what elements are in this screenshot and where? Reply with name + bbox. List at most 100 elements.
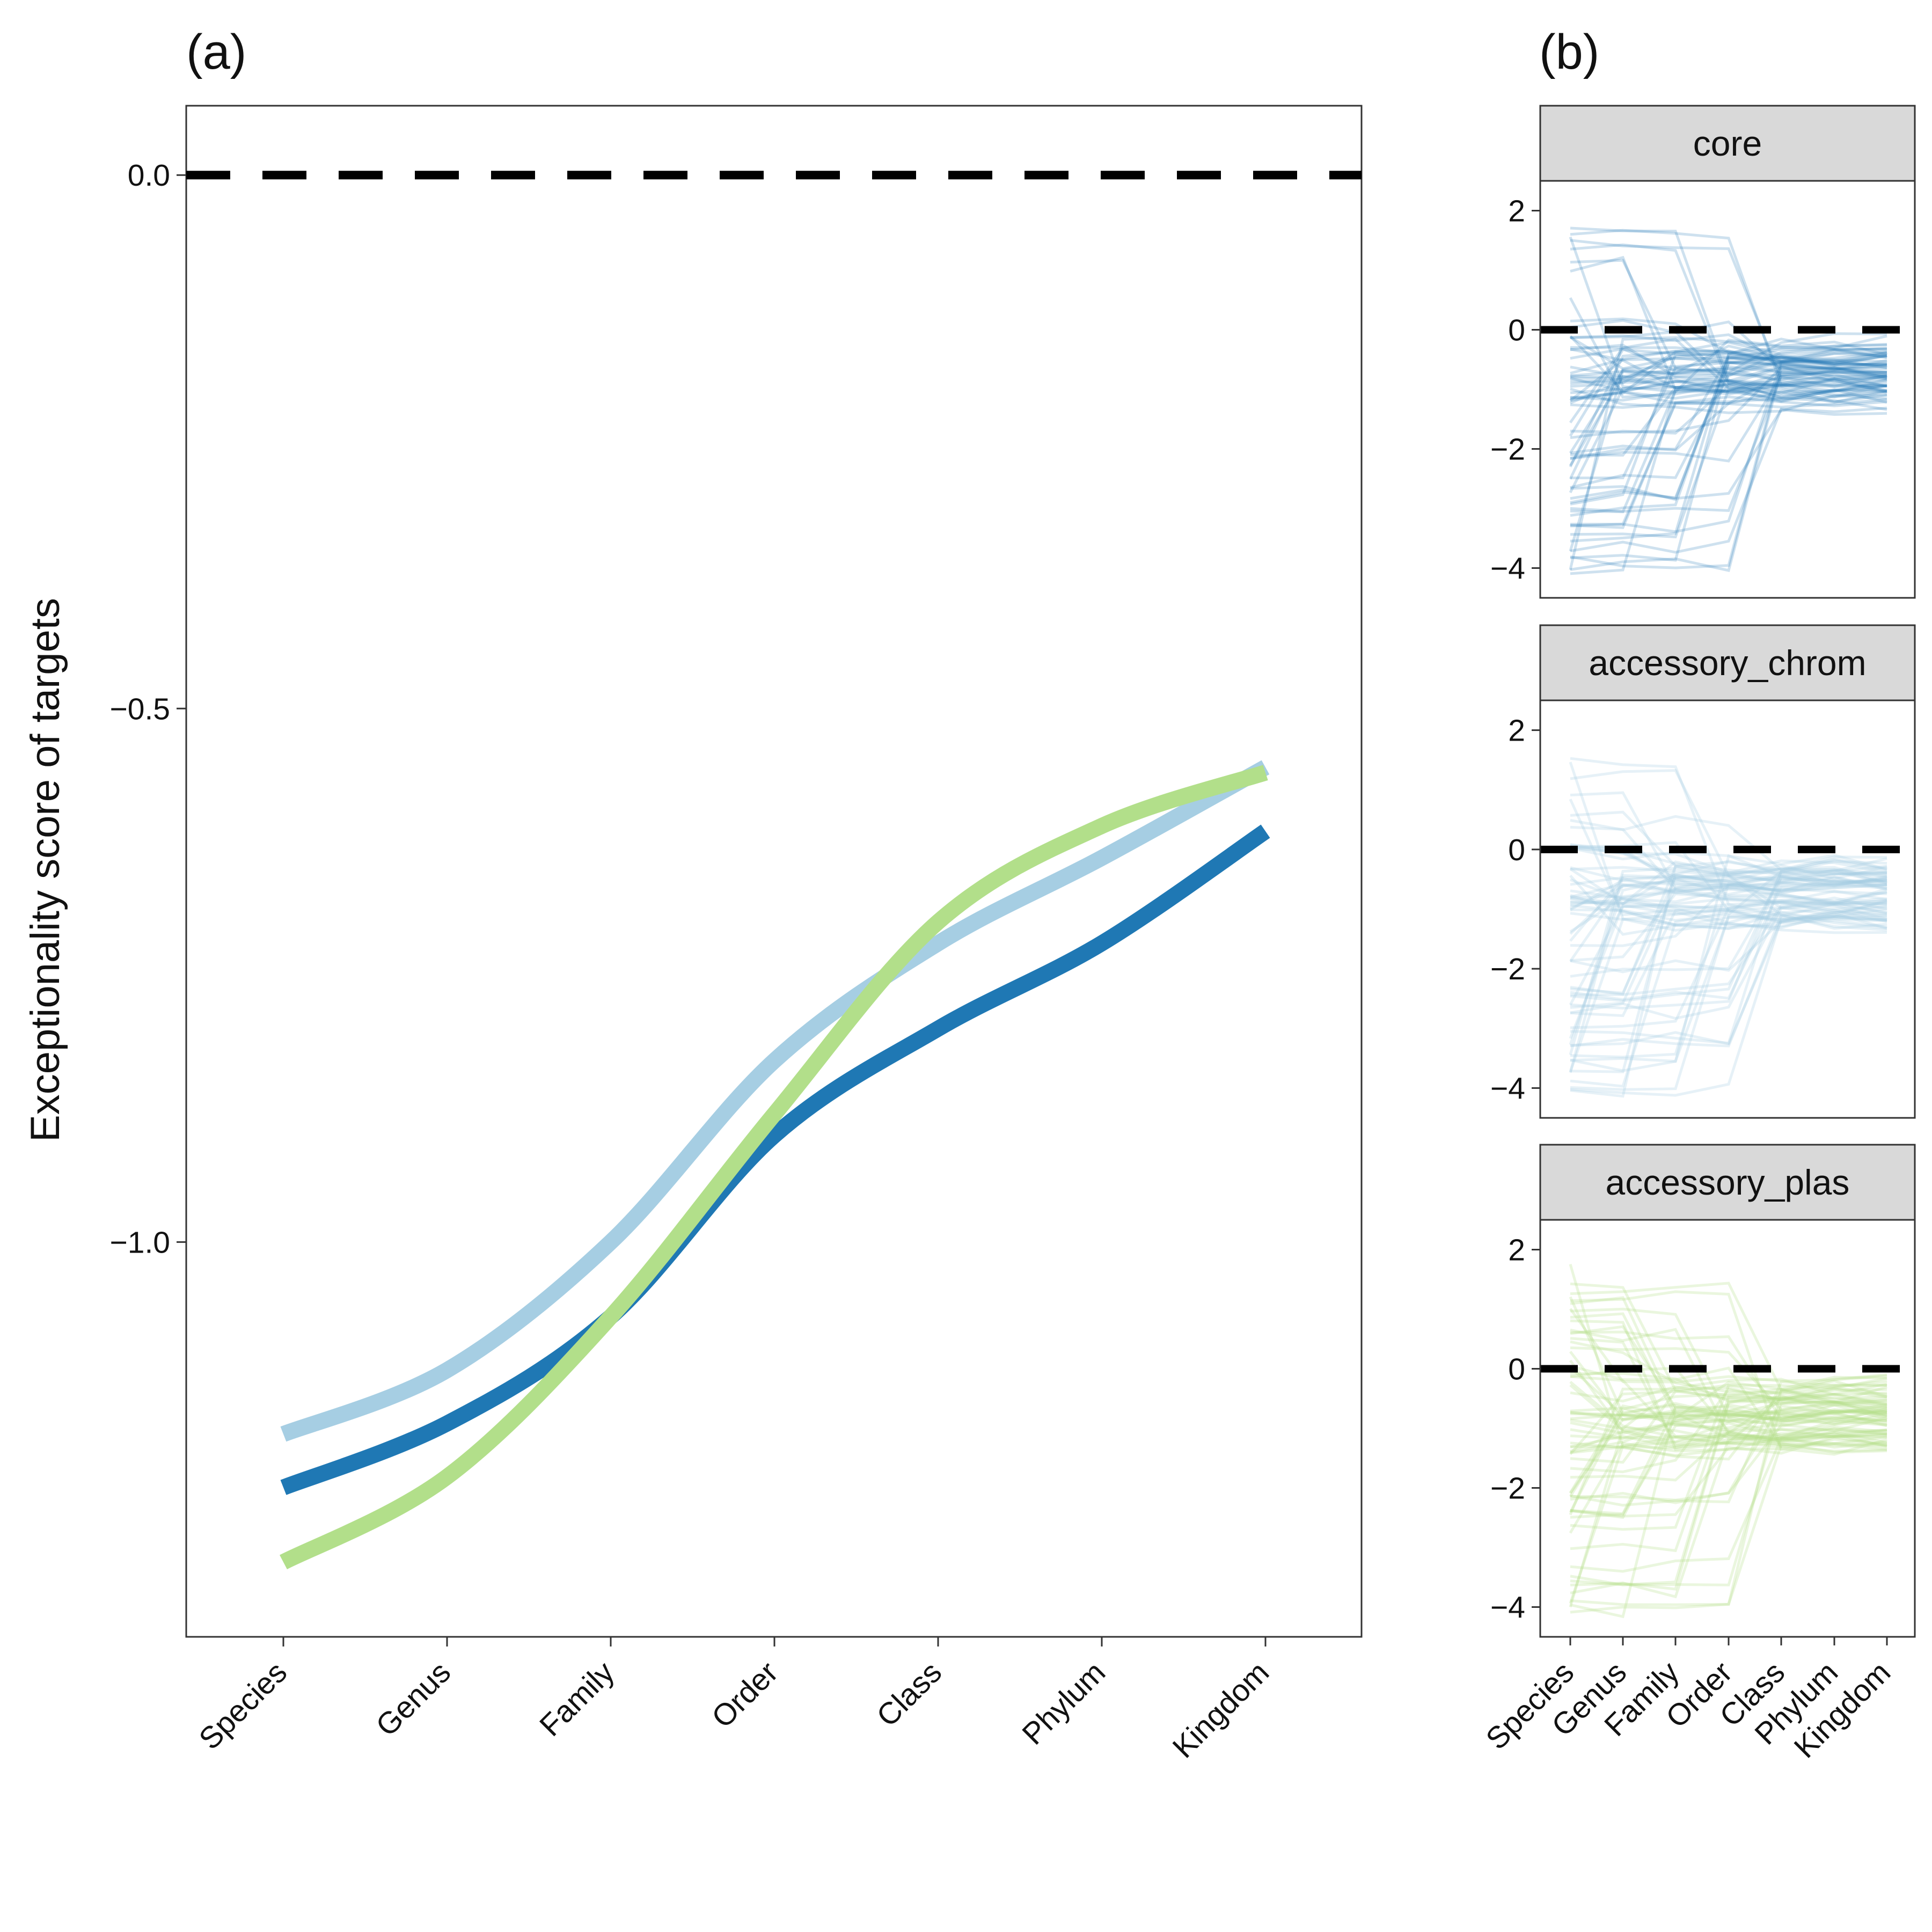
- target-trajectory: [1570, 371, 1887, 513]
- target-trajectory: [1570, 343, 1887, 380]
- target-trajectory: [1570, 384, 1887, 440]
- target-trajectory: [1569, 867, 1887, 1056]
- target-trajectory: [1570, 885, 1887, 905]
- target-trajectory: [1570, 347, 1887, 372]
- x-tick-label: Phylum: [1016, 1655, 1113, 1752]
- facet-strip: [1539, 624, 1916, 701]
- trajectory-group: [1569, 757, 1887, 1098]
- target-trajectory: [1570, 364, 1887, 569]
- target-trajectory: [1570, 1386, 1887, 1474]
- target-trajectory: [1570, 889, 1887, 924]
- target-trajectory: [1570, 1389, 1887, 1464]
- target-trajectory: [1570, 365, 1887, 572]
- target-trajectory: [1570, 382, 1887, 514]
- target-trajectory: [1570, 854, 1887, 1072]
- target-trajectory: [1569, 883, 1887, 935]
- y-tick-label: −4: [1490, 1071, 1525, 1106]
- target-trajectory: [1569, 1264, 1887, 1450]
- target-trajectory: [1570, 914, 1887, 1048]
- target-trajectory: [1569, 900, 1887, 1039]
- target-trajectory: [1570, 815, 1887, 872]
- y-tick-label: −4: [1490, 1591, 1525, 1625]
- x-tick-label: Class: [870, 1655, 948, 1733]
- target-trajectory: [1569, 1426, 1887, 1608]
- target-trajectory: [1570, 387, 1887, 414]
- target-trajectory: [1570, 872, 1887, 1073]
- target-trajectory: [1570, 1325, 1887, 1422]
- target-trajectory: [1570, 349, 1887, 399]
- target-trajectory: [1570, 866, 1887, 917]
- target-trajectory: [1570, 1385, 1887, 1404]
- target-trajectory: [1570, 1395, 1887, 1553]
- target-trajectory: [1570, 913, 1887, 1063]
- target-trajectory: [1570, 863, 1887, 996]
- target-trajectory: [1570, 1436, 1887, 1599]
- target-trajectory: [1570, 911, 1887, 1047]
- target-trajectory: [1570, 1441, 1887, 1606]
- target-trajectory: [1569, 1436, 1887, 1534]
- trajectory-group: [1569, 1264, 1887, 1619]
- y-tick-label: −0.5: [109, 692, 170, 726]
- target-trajectory: [1569, 1350, 1887, 1423]
- target-trajectory: [1570, 874, 1887, 930]
- target-trajectory: [1569, 1308, 1887, 1384]
- target-trajectory: [1570, 349, 1887, 375]
- target-trajectory: [1570, 1403, 1887, 1619]
- target-trajectory: [1570, 351, 1887, 380]
- target-trajectory: [1570, 1282, 1887, 1392]
- target-trajectory: [1569, 1436, 1887, 1604]
- target-trajectory: [1570, 1373, 1887, 1461]
- target-trajectory: [1569, 1359, 1887, 1433]
- target-trajectory: [1570, 1340, 1887, 1399]
- y-tick-label: 0: [1508, 833, 1525, 867]
- target-trajectory: [1570, 1430, 1887, 1482]
- target-trajectory: [1570, 858, 1887, 1010]
- target-trajectory: [1570, 1438, 1887, 1457]
- target-trajectory: [1570, 1337, 1887, 1447]
- target-trajectory: [1570, 883, 1887, 1009]
- target-trajectory: [1569, 1384, 1887, 1444]
- target-trajectory: [1570, 1328, 1887, 1443]
- target-trajectory: [1570, 791, 1887, 890]
- target-trajectory: [1570, 226, 1887, 388]
- facet-strip-label: accessory_chrom: [1589, 643, 1866, 683]
- target-trajectory: [1570, 1330, 1887, 1424]
- target-trajectory: [1570, 406, 1887, 554]
- target-trajectory: [1570, 875, 1887, 1059]
- target-trajectory: [1569, 1380, 1887, 1455]
- target-trajectory: [1570, 397, 1887, 529]
- target-trajectory: [1570, 1436, 1887, 1518]
- target-trajectory: [1570, 345, 1887, 379]
- target-trajectory: [1570, 1427, 1887, 1573]
- target-trajectory: [1570, 338, 1887, 402]
- target-trajectory: [1570, 1417, 1887, 1519]
- y-tick-label: −4: [1490, 552, 1525, 586]
- target-trajectory: [1570, 860, 1887, 905]
- target-trajectory: [1570, 359, 1887, 489]
- target-trajectory: [1569, 350, 1887, 467]
- target-trajectory: [1570, 878, 1887, 904]
- target-trajectory: [1569, 874, 1887, 1073]
- target-trajectory: [1570, 1382, 1887, 1449]
- facet-frame: [1539, 699, 1916, 1119]
- y-tick-label: 0: [1508, 1352, 1525, 1387]
- target-trajectory: [1570, 360, 1887, 562]
- target-trajectory: [1570, 1408, 1887, 1519]
- target-trajectory: [1570, 877, 1887, 1001]
- target-trajectory: [1570, 1319, 1887, 1453]
- target-trajectory: [1570, 1411, 1887, 1440]
- panel-a-plot: 0.0 −0.5 −1.0 Species Genus Family Order Class P…: [109, 105, 1363, 1765]
- target-trajectory: [1570, 367, 1887, 394]
- target-trajectory: [1569, 354, 1887, 480]
- target-trajectory: [1570, 366, 1887, 389]
- target-trajectory: [1570, 333, 1887, 363]
- target-trajectory: [1570, 898, 1887, 928]
- target-trajectory: [1569, 1366, 1887, 1422]
- target-trajectory: [1569, 1380, 1887, 1444]
- target-trajectory: [1570, 1375, 1887, 1421]
- target-trajectory: [1570, 1282, 1887, 1406]
- y-tick-label: −2: [1490, 952, 1525, 986]
- target-trajectory: [1570, 892, 1887, 962]
- target-trajectory: [1570, 843, 1887, 884]
